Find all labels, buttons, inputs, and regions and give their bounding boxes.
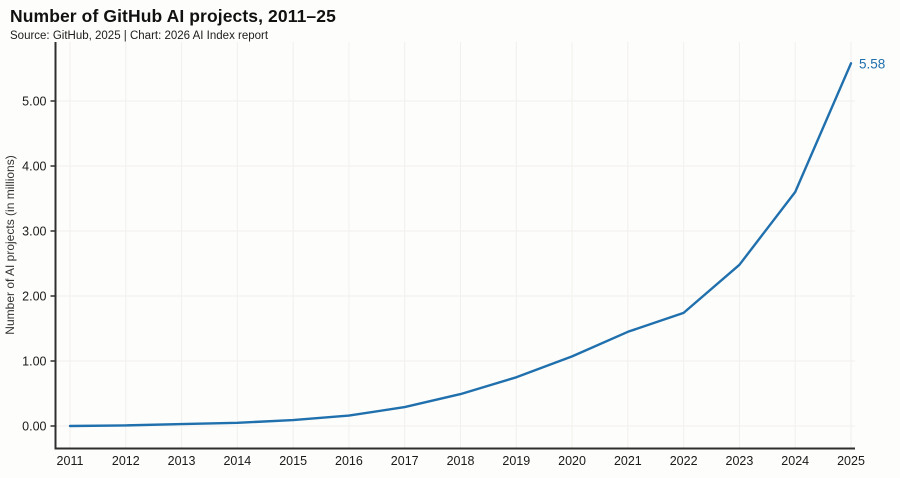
- chart-subtitle: Source: GitHub, 2025 | Chart: 2026 AI In…: [10, 30, 269, 42]
- end-value-label: 5.58: [859, 56, 885, 71]
- x-tick-label: 2017: [391, 454, 419, 468]
- x-tick-label: 2011: [57, 454, 84, 468]
- y-tick-label: 1.00: [22, 355, 46, 369]
- x-tick-label: 2013: [168, 454, 196, 468]
- x-tick-label: 2016: [335, 454, 363, 468]
- chart-title: Number of GitHub AI projects, 2011–25: [10, 6, 336, 26]
- x-tick-label: 2020: [558, 454, 586, 468]
- data-series-line: [68, 62, 853, 428]
- x-tick-label: 2012: [112, 454, 140, 468]
- x-tick-label: 2015: [279, 454, 307, 468]
- y-tick-label: 3.00: [22, 225, 46, 239]
- y-tick-label: 2.00: [22, 290, 46, 304]
- y-tick-label: 4.00: [22, 160, 46, 174]
- x-tick-label: 2025: [837, 454, 865, 468]
- x-tick-label: 2021: [614, 454, 642, 468]
- x-tick-label: 2018: [447, 454, 475, 468]
- x-tick-label: 2019: [502, 454, 530, 468]
- y-tick-label: 0.00: [22, 420, 46, 434]
- x-tick-label: 2022: [670, 454, 698, 468]
- y-axis-title: Number of AI projects (in millions): [3, 155, 17, 334]
- y-tick-label: 5.00: [22, 95, 46, 109]
- x-tick-label: 2014: [223, 454, 251, 468]
- x-tick-label: 2023: [726, 454, 754, 468]
- x-tick-label: 2024: [781, 454, 809, 468]
